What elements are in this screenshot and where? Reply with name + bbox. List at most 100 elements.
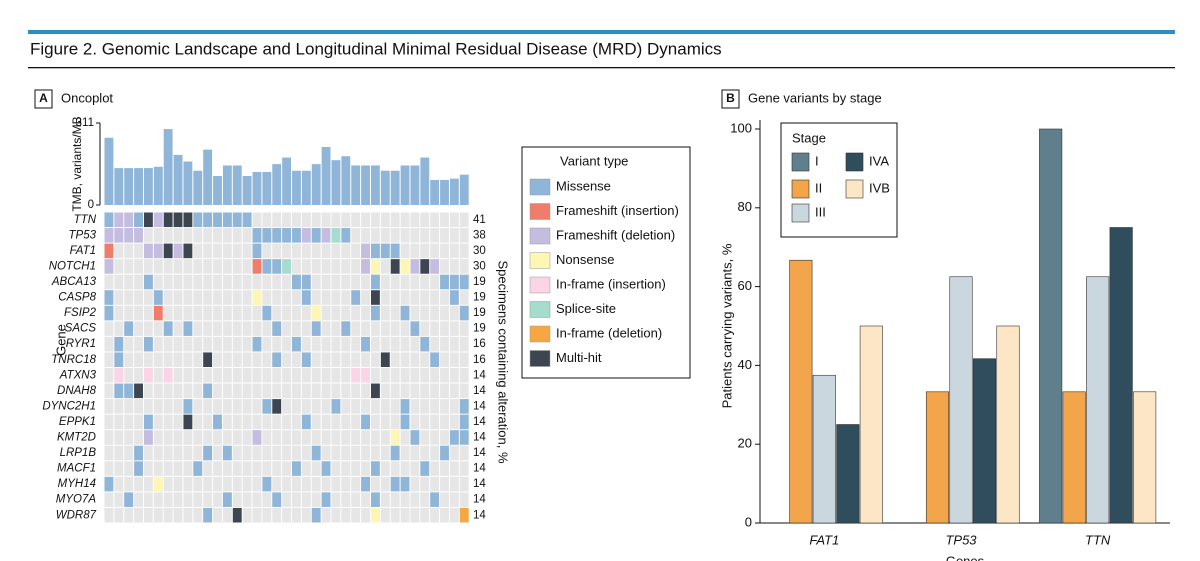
empty-cell bbox=[351, 274, 361, 290]
legend-swatch bbox=[529, 350, 551, 367]
empty-cell bbox=[449, 352, 459, 367]
empty-cell bbox=[124, 243, 134, 259]
alteration-cell bbox=[410, 430, 420, 445]
empty-cell bbox=[173, 383, 183, 399]
empty-cell bbox=[183, 305, 193, 321]
empty-cell bbox=[262, 336, 272, 352]
alteration-cell bbox=[272, 259, 282, 274]
empty-cell bbox=[193, 430, 203, 445]
empty-cell bbox=[272, 212, 282, 228]
empty-cell bbox=[321, 305, 331, 321]
empty-cell bbox=[193, 228, 203, 243]
empty-cell bbox=[252, 461, 262, 476]
empty-cell bbox=[143, 476, 153, 492]
alteration-cell bbox=[124, 228, 134, 243]
alteration-cell bbox=[282, 228, 292, 243]
empty-cell bbox=[449, 228, 459, 243]
empty-cell bbox=[203, 414, 213, 430]
empty-cell bbox=[321, 414, 331, 430]
alteration-cell bbox=[213, 212, 222, 228]
panel-box bbox=[721, 89, 740, 109]
empty-cell bbox=[222, 368, 232, 383]
empty-cell bbox=[351, 352, 361, 367]
empty-cell bbox=[213, 228, 222, 243]
empty-cell bbox=[449, 399, 459, 414]
empty-cell bbox=[430, 243, 440, 259]
empty-cell bbox=[252, 274, 262, 290]
tmb-bar bbox=[173, 154, 183, 205]
empty-cell bbox=[134, 259, 143, 274]
empty-cell bbox=[173, 399, 183, 414]
alteration-cell bbox=[361, 476, 370, 492]
empty-cell bbox=[262, 243, 272, 259]
empty-cell bbox=[390, 507, 400, 523]
empty-cell bbox=[104, 336, 114, 352]
empty-cell bbox=[193, 414, 203, 430]
empty-cell bbox=[163, 352, 173, 367]
empty-cell bbox=[272, 274, 282, 290]
empty-cell bbox=[459, 476, 469, 492]
empty-cell bbox=[321, 383, 331, 399]
empty-cell bbox=[203, 228, 213, 243]
empty-cell bbox=[203, 305, 213, 321]
empty-cell bbox=[321, 430, 331, 445]
y-tick-label: 20 bbox=[738, 436, 752, 451]
empty-cell bbox=[213, 383, 222, 399]
alteration-cell bbox=[331, 399, 341, 414]
empty-cell bbox=[134, 305, 143, 321]
gene-label: TTN bbox=[74, 214, 97, 226]
empty-cell bbox=[321, 212, 331, 228]
empty-cell bbox=[262, 414, 272, 430]
empty-cell bbox=[410, 212, 420, 228]
empty-cell bbox=[420, 321, 430, 336]
alteration-cell bbox=[153, 290, 163, 305]
empty-cell bbox=[400, 383, 410, 399]
alteration-cell bbox=[370, 274, 380, 290]
empty-cell bbox=[183, 368, 193, 383]
empty-cell bbox=[153, 228, 163, 243]
empty-cell bbox=[341, 399, 351, 414]
empty-cell bbox=[183, 228, 193, 243]
legend-label: Multi-hit bbox=[556, 350, 602, 365]
empty-cell bbox=[430, 461, 440, 476]
alteration-cell bbox=[124, 492, 134, 507]
empty-cell bbox=[351, 336, 361, 352]
empty-cell bbox=[449, 414, 459, 430]
empty-cell bbox=[449, 321, 459, 336]
empty-cell bbox=[351, 383, 361, 399]
alteration-cell bbox=[143, 212, 153, 228]
empty-cell bbox=[272, 507, 282, 523]
empty-cell bbox=[351, 243, 361, 259]
empty-cell bbox=[232, 430, 242, 445]
empty-cell bbox=[203, 274, 213, 290]
alteration-cell bbox=[183, 212, 193, 228]
empty-cell bbox=[193, 259, 203, 274]
alteration-cell bbox=[203, 383, 213, 399]
empty-cell bbox=[331, 274, 341, 290]
empty-cell bbox=[331, 243, 341, 259]
empty-cell bbox=[301, 383, 311, 399]
legend-label: In-frame (insertion) bbox=[556, 276, 666, 291]
empty-cell bbox=[311, 259, 321, 274]
empty-cell bbox=[410, 336, 420, 352]
empty-cell bbox=[400, 274, 410, 290]
empty-cell bbox=[301, 461, 311, 476]
empty-cell bbox=[341, 336, 351, 352]
empty-cell bbox=[440, 476, 449, 492]
empty-cell bbox=[440, 290, 449, 305]
empty-cell bbox=[163, 507, 173, 523]
alteration-cell bbox=[301, 290, 311, 305]
empty-cell bbox=[370, 445, 380, 461]
empty-cell bbox=[143, 290, 153, 305]
empty-cell bbox=[331, 336, 341, 352]
empty-cell bbox=[351, 476, 361, 492]
empty-cell bbox=[400, 212, 410, 228]
empty-cell bbox=[213, 399, 222, 414]
empty-cell bbox=[380, 414, 390, 430]
empty-cell bbox=[232, 383, 242, 399]
percent-label: 19 bbox=[473, 292, 486, 304]
empty-cell bbox=[361, 321, 370, 336]
x-axis-label: Genes bbox=[946, 553, 985, 561]
alteration-cell bbox=[380, 352, 390, 367]
gene-label: SACS bbox=[65, 323, 97, 335]
